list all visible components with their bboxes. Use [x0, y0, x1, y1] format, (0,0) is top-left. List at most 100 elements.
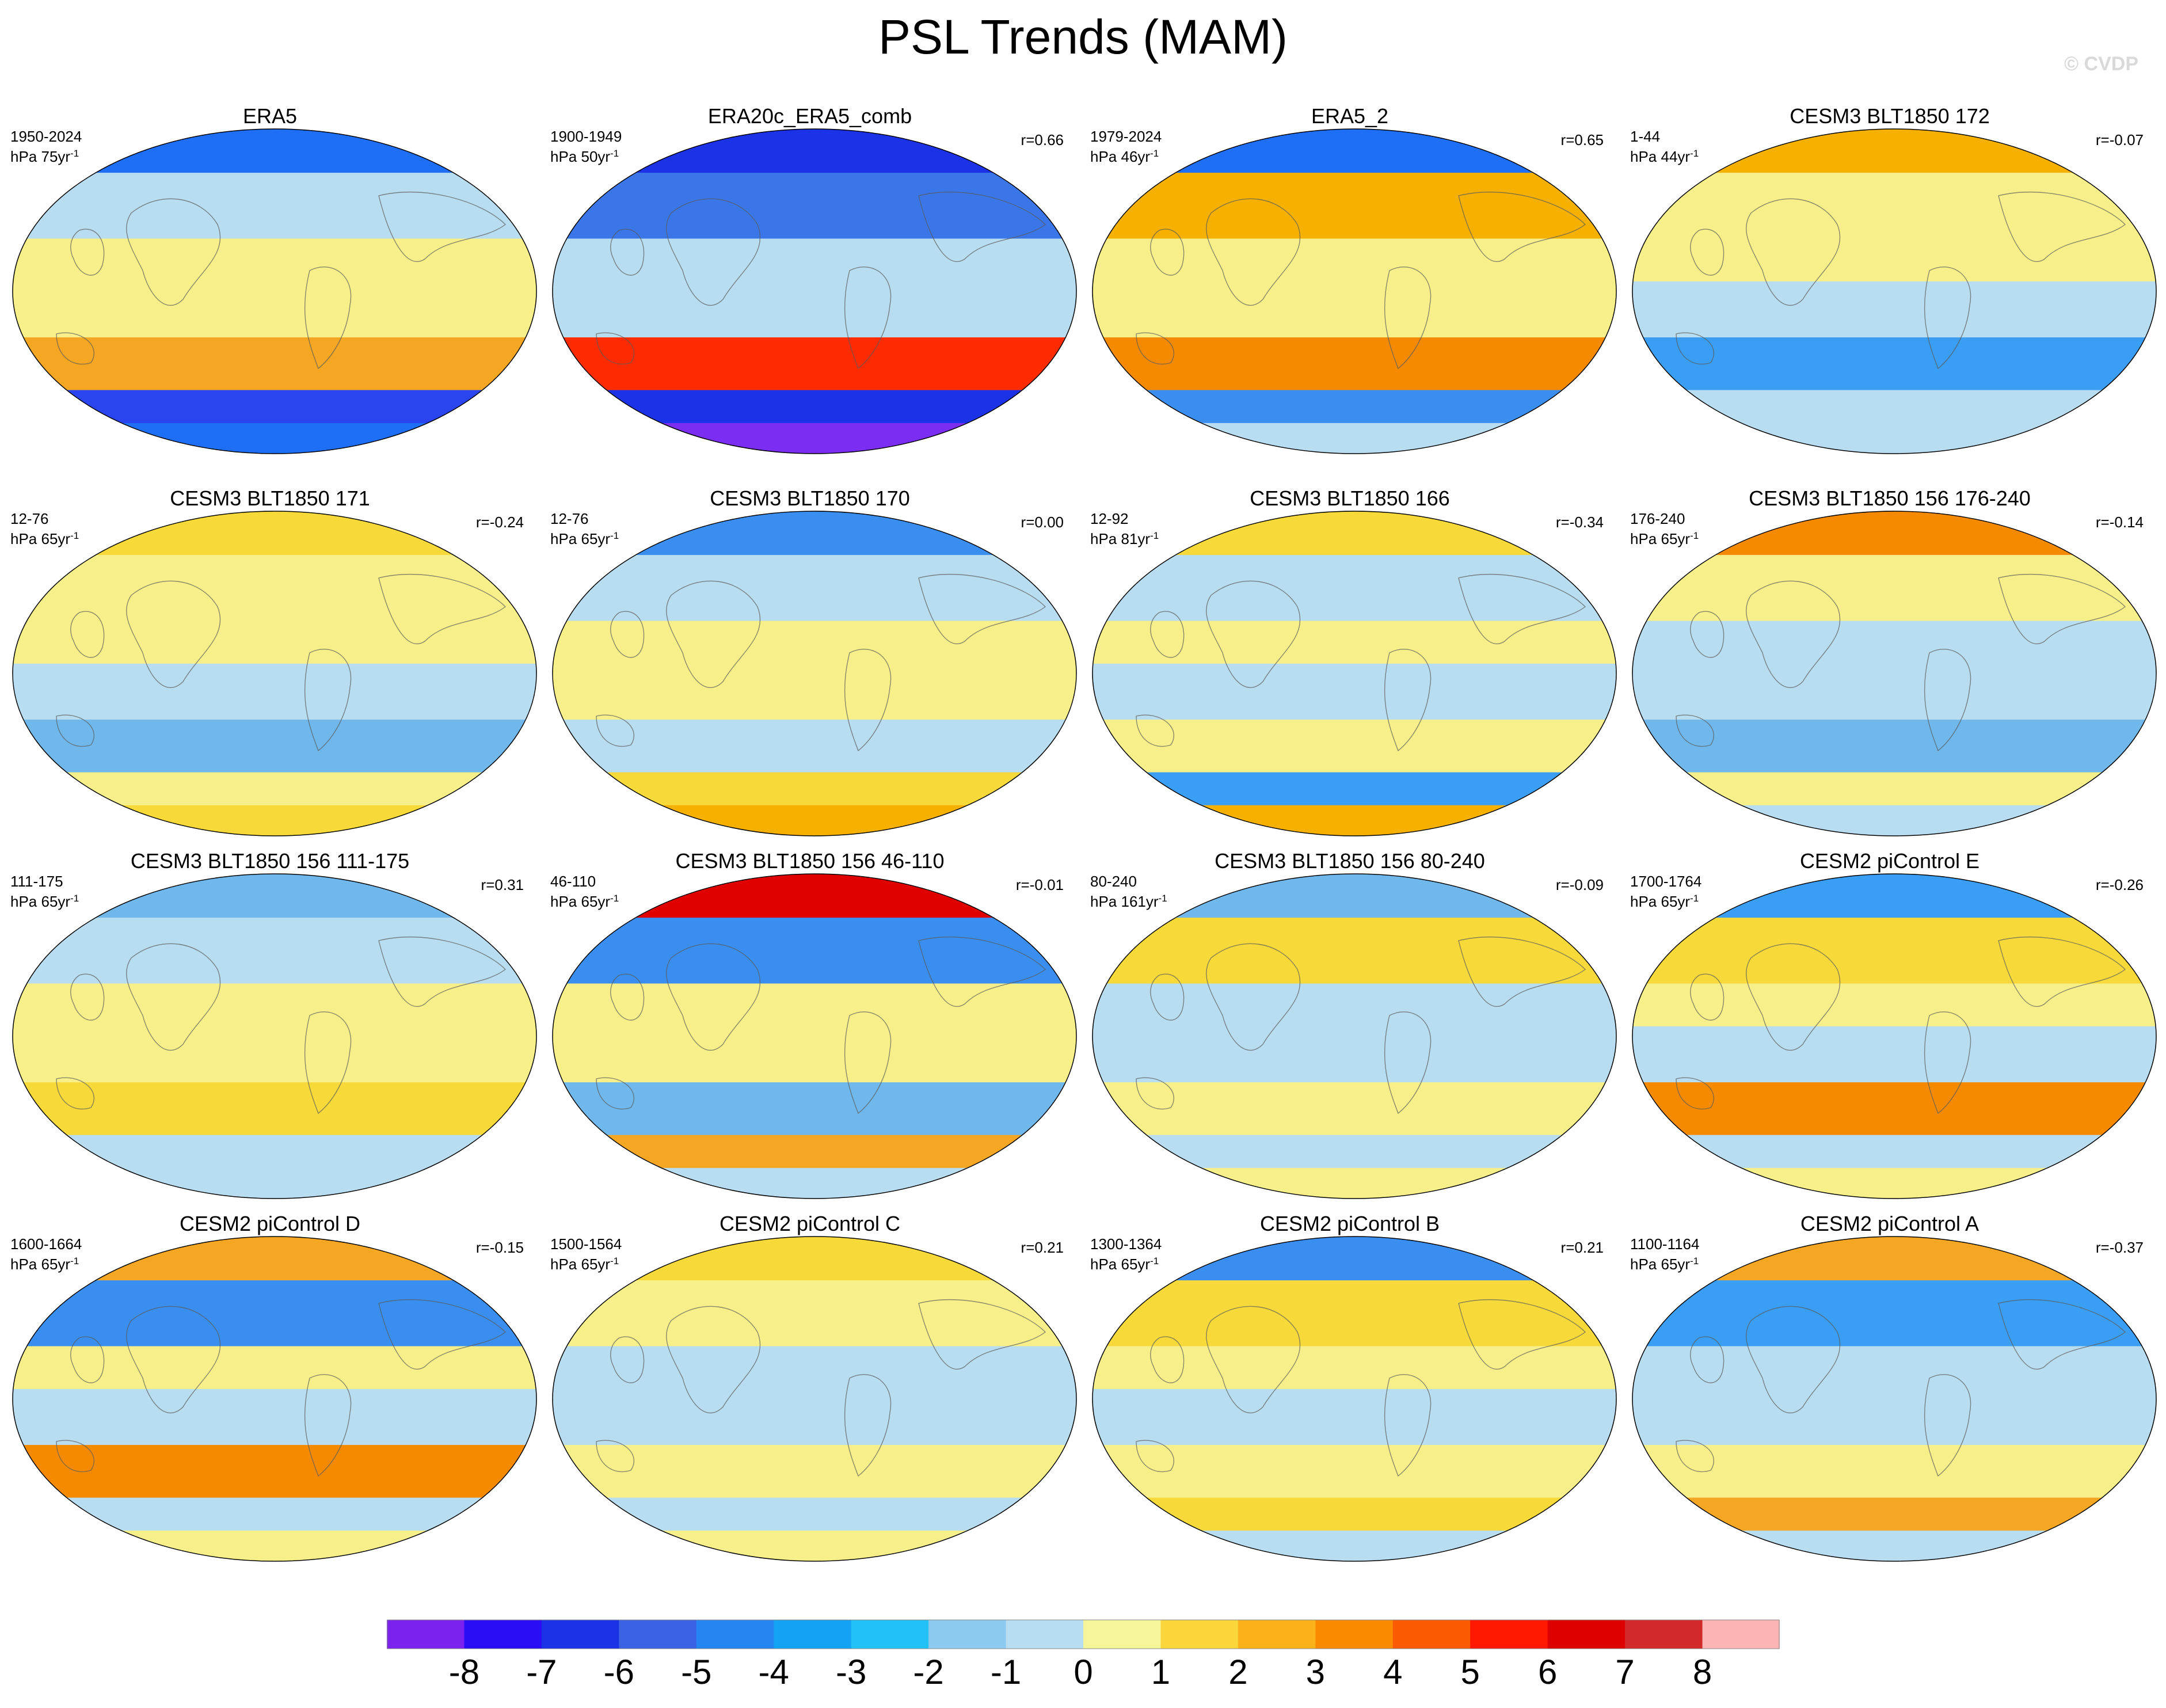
trend-band-nhi: [1632, 1346, 2156, 1390]
coastline: [304, 267, 352, 370]
coastline: [596, 332, 634, 365]
coastline: [1384, 1374, 1432, 1477]
coastline: [1690, 229, 1725, 276]
trend-band-trop: [13, 1026, 536, 1083]
map-outline: [12, 1236, 537, 1562]
coastline: [126, 198, 221, 306]
panel-title: ERA5: [242, 104, 298, 128]
panel-period: 12-76: [550, 510, 589, 527]
trend-band-shi: [13, 1135, 536, 1169]
panel-title: CESM3 BLT1850 172: [1790, 104, 1990, 128]
map-panel: ERA5_2 1979-2024 hPa 46yr-1 r=0.65: [1080, 104, 1620, 466]
colorbar-segment: [1547, 1620, 1626, 1649]
units-text: hPa 65yr: [10, 893, 71, 910]
units-exponent: -1: [1690, 1256, 1699, 1266]
coastline: [844, 267, 892, 370]
trend-band-nlat: [553, 1280, 1076, 1347]
coastline: [126, 580, 221, 688]
trend-band-slat: [1632, 1445, 2156, 1498]
robinson-map: [1092, 128, 1617, 454]
units-text: hPa 46yr: [1090, 148, 1151, 165]
panel-units: hPa 65yr-1: [550, 890, 619, 910]
coastline: [1206, 198, 1301, 306]
robinson-map: [1092, 1236, 1617, 1562]
trend-band-nhi: [1632, 621, 2156, 664]
coastline: [70, 611, 105, 658]
units-text: hPa 75yr: [10, 148, 71, 165]
trend-band-slat: [553, 720, 1076, 773]
colorbar-border: [387, 1619, 1780, 1649]
coastline: [596, 1440, 634, 1473]
trend-band-spole: [13, 1530, 536, 1561]
panel-title: CESM3 BLT1850 166: [1250, 486, 1450, 510]
trend-band-spole: [553, 423, 1076, 454]
coastline: [610, 229, 645, 276]
coastline: [70, 229, 105, 276]
units-text: hPa 161yr: [1090, 893, 1159, 910]
map-outline: [552, 128, 1077, 454]
trend-band-spole: [1632, 1167, 2156, 1199]
trend-band-slat: [1092, 337, 1616, 391]
units-text: hPa 65yr: [1630, 1256, 1691, 1273]
page-title: PSL Trends (MAM): [878, 10, 1288, 64]
coastline: [1458, 937, 1586, 1007]
colorbar-tick-label: 5: [1460, 1653, 1480, 1691]
coastline: [304, 1374, 352, 1477]
coastline: [1458, 1299, 1586, 1370]
map-panel: CESM3 BLT1850 170 12-76 hPa 65yr-1 r=0.00: [540, 486, 1080, 849]
coastline: [1676, 1077, 1714, 1110]
coastline: [56, 1077, 94, 1110]
trend-band-nhi: [13, 1346, 536, 1390]
trend-band-slat: [1092, 1445, 1616, 1498]
panel-period: 80-240: [1090, 873, 1137, 890]
units-text: hPa 65yr: [1090, 1256, 1151, 1273]
panel-units: hPa 81yr-1: [1090, 527, 1159, 547]
coastline: [610, 611, 645, 658]
panel-period: 1950-2024: [10, 128, 82, 145]
map-panel: CESM2 piControl C 1500-1564 hPa 65yr-1 r=0.…: [540, 1211, 1080, 1574]
coastline: [1206, 1306, 1301, 1414]
coastline: [1998, 1299, 2126, 1370]
panel-title: CESM3 BLT1850 171: [170, 486, 370, 510]
colorbar-tick-label: 6: [1537, 1653, 1558, 1691]
units-exponent: -1: [610, 148, 619, 159]
units-exponent: -1: [1150, 530, 1159, 541]
panel-period: 1-44: [1630, 128, 1661, 145]
trend-band-npole: [553, 511, 1076, 556]
trend-band-trop: [1092, 281, 1616, 338]
robinson-map: [12, 873, 537, 1199]
panel-title: ERA5_2: [1311, 104, 1389, 128]
trend-band-nlat: [1632, 173, 2156, 239]
trend-band-shi: [553, 1135, 1076, 1169]
trend-band-trop: [1632, 1389, 2156, 1446]
trend-band-slat: [553, 1082, 1076, 1136]
trend-band-slat: [1632, 720, 2156, 773]
units-exponent: -1: [610, 893, 619, 904]
colorbar-tick-label: 2: [1228, 1653, 1248, 1691]
units-text: hPa 81yr: [1090, 530, 1151, 547]
trend-band-trop: [13, 663, 536, 721]
trend-band-npole: [1092, 129, 1616, 174]
units-exponent: -1: [1150, 148, 1159, 159]
trend-band-nhi: [1092, 621, 1616, 664]
map-outline: [1632, 873, 2157, 1199]
trend-band-slat: [1092, 720, 1616, 773]
panel-period: 1979-2024: [1090, 128, 1162, 145]
trend-band-npole: [1632, 129, 2156, 174]
trend-band-shi: [1092, 390, 1616, 424]
coastline: [918, 574, 1046, 645]
map-panel: CESM2 piControl B 1300-1364 hPa 65yr-1 r=0.…: [1080, 1211, 1620, 1574]
map-outline: [1092, 511, 1617, 836]
trend-band-nlat: [13, 555, 536, 622]
panel-period: 12-92: [1090, 510, 1129, 527]
copyright-watermark: © CVDP: [2064, 53, 2138, 75]
units-exponent: -1: [1690, 148, 1699, 159]
map-panel: ERA5 1950-2024 hPa 75yr-1: [0, 104, 540, 466]
coastline: [844, 1374, 892, 1477]
trend-band-nhi: [1092, 983, 1616, 1027]
map-panel: CESM3 BLT1850 166 12-92 hPa 81yr-1 r=-0.34: [1080, 486, 1620, 849]
coastline: [1136, 332, 1174, 365]
trend-band-trop: [553, 1026, 1076, 1083]
coastline: [666, 198, 761, 306]
